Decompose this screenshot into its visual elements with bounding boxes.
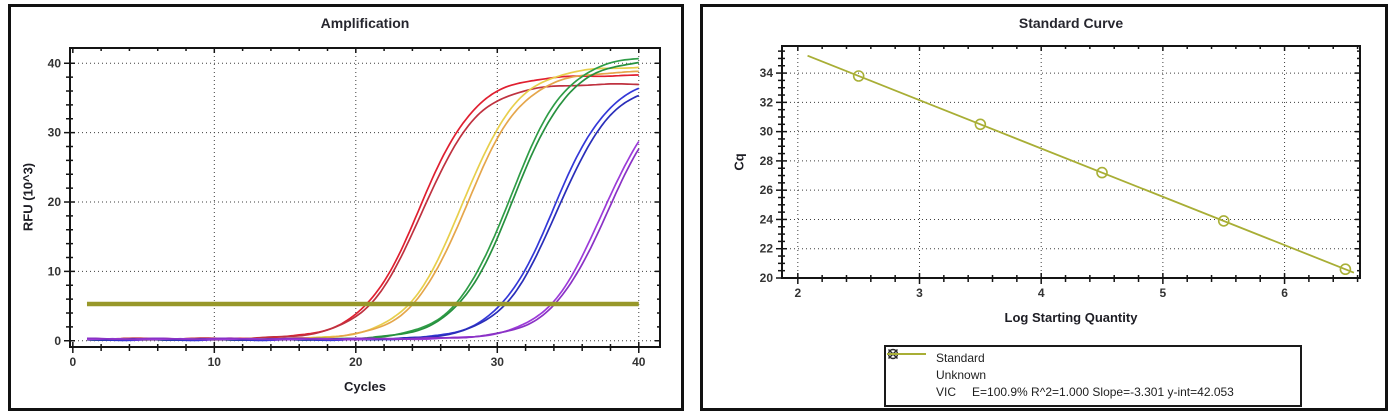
- svg-text:0: 0: [69, 355, 76, 369]
- svg-text:30: 30: [48, 126, 62, 140]
- legend-label-vic: VIC: [936, 384, 957, 399]
- svg-text:32: 32: [760, 95, 774, 109]
- svg-text:40: 40: [632, 355, 646, 369]
- standard-curve-y-axis-label: Cq: [731, 153, 747, 171]
- svg-text:40: 40: [48, 56, 62, 70]
- legend-row-vic: VIC E=100.9% R^2=1.000 Slope=-3.301 y-in…: [886, 353, 1300, 400]
- standard-curve-legend: Standard Unknown VIC E=100.9% R^2=1.000 …: [884, 345, 1302, 407]
- svg-text:26: 26: [760, 183, 774, 197]
- svg-text:5: 5: [1160, 286, 1167, 300]
- svg-text:20: 20: [48, 195, 62, 209]
- amplification-title: Amplification: [320, 15, 410, 31]
- amplification-plot: 0 10 20 30 40 0 10 20 30 40: [48, 47, 661, 369]
- svg-text:4: 4: [1038, 286, 1045, 300]
- svg-text:3: 3: [916, 286, 923, 300]
- svg-text:30: 30: [760, 125, 774, 139]
- svg-text:10: 10: [208, 355, 222, 369]
- svg-text:6: 6: [1281, 286, 1288, 300]
- legend-label-unknown: Unknown: [936, 367, 987, 382]
- svg-text:10: 10: [48, 264, 62, 278]
- standard-curve-title: Standard Curve: [1018, 15, 1124, 31]
- svg-text:24: 24: [760, 212, 774, 226]
- svg-text:20: 20: [760, 271, 774, 285]
- amplification-y-axis-label: RFU (10^3): [20, 162, 36, 232]
- amplification-x-axis-label: Cycles: [344, 379, 386, 394]
- legend-row-unknown: Unknown: [886, 348, 1300, 383]
- amplification-panel: 0 10 20 30 40 0 10 20 30 40 Amplification Cycles …: [8, 4, 684, 411]
- standard-curve-x-axis-label: Log Starting Quantity: [1004, 310, 1138, 325]
- svg-text:22: 22: [760, 242, 774, 256]
- legend-vic-stats: E=100.9% R^2=1.000 Slope=-3.301 y-int=42…: [972, 384, 1234, 399]
- standard-curve-panel: 2 3 4 5 6 20 22 24 26 28 30 32 34 Standard Curve Log…: [700, 4, 1388, 411]
- legend-row-standard: Standard: [886, 348, 1300, 366]
- svg-text:20: 20: [349, 355, 363, 369]
- svg-text:2: 2: [794, 286, 801, 300]
- svg-text:0: 0: [54, 334, 61, 348]
- svg-text:30: 30: [491, 355, 505, 369]
- legend-label-standard: Standard: [936, 350, 985, 365]
- svg-text:28: 28: [760, 154, 774, 168]
- svg-text:34: 34: [760, 66, 774, 80]
